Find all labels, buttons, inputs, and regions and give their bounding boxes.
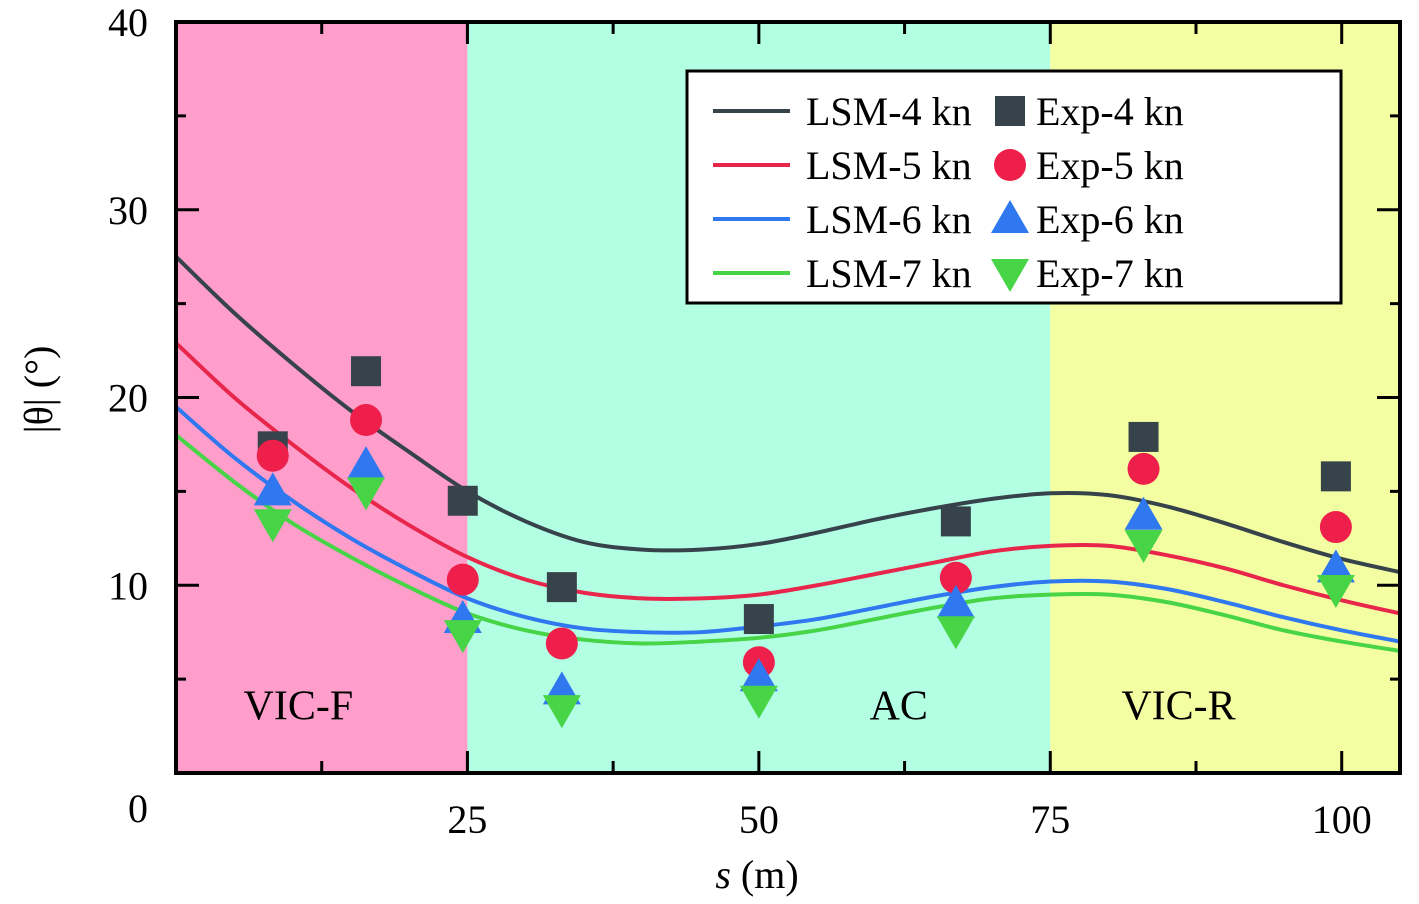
legend-marker-swatch [995, 96, 1025, 126]
x-tick-label: 75 [1030, 797, 1070, 842]
point-exp-4-kn [1128, 421, 1159, 452]
legend-marker-swatch [994, 149, 1026, 181]
legend-label: LSM-6 kn [806, 197, 972, 242]
y-axis-title: |θ| (°) [16, 346, 61, 434]
x-axis-title: s (m) [715, 852, 798, 897]
axis-ticks [176, 22, 1400, 773]
point-exp-5-kn [545, 627, 578, 660]
point-exp-5-kn [1127, 452, 1160, 485]
tick-labels: 0 25 50 75 100 10 20 30 40 [108, 0, 1372, 842]
axis-titles: s (m) |θ| (°) [16, 346, 799, 897]
point-exp-7-kn [1124, 529, 1163, 563]
point-exp-4-kn [940, 506, 971, 537]
x-axis-variable: s [715, 852, 731, 897]
point-exp-6-kn [936, 585, 975, 619]
legend-item-lsm-7-kn: LSM-7 kn [713, 251, 972, 296]
legend-marker-swatch [991, 200, 1029, 233]
point-exp-4-kn [546, 572, 577, 603]
y-tick-label: 10 [108, 563, 148, 608]
point-exp-4-kn [743, 604, 774, 635]
legend-item-lsm-4-kn: LSM-4 kn [713, 89, 972, 134]
x-axis-unit: (m) [731, 852, 799, 897]
legend-label: LSM-5 kn [806, 143, 972, 188]
region-label-vic-f: VIC-F [244, 683, 354, 729]
x-tick-label: 50 [739, 797, 779, 842]
y-tick-label: 20 [108, 376, 148, 421]
region-vic-f [176, 22, 468, 773]
point-exp-6-kn [253, 472, 292, 506]
legend-label: Exp-5 kn [1036, 143, 1184, 188]
x-tick-label: 25 [447, 797, 487, 842]
y-tick-label: 40 [108, 0, 148, 45]
point-exp-7-kn [739, 685, 778, 719]
experimental-markers [253, 356, 1355, 729]
origin-tick-label: 0 [128, 786, 148, 831]
legend-item-exp-5-kn: Exp-5 kn [994, 143, 1184, 188]
point-exp-5-kn [939, 561, 972, 594]
region-label-vic-r: VIC-R [1121, 683, 1235, 729]
point-exp-6-kn [1316, 549, 1355, 583]
region-labels: VIC-F AC VIC-R [244, 683, 1236, 729]
point-exp-7-kn [347, 477, 386, 511]
legend-marker-swatch [991, 259, 1029, 292]
point-exp-7-kn [1316, 575, 1355, 609]
point-exp-4-kn [1320, 461, 1351, 492]
legend-items: LSM-4 kn LSM-5 kn LSM-6 kn LSM-7 kn Exp-4 kn… [713, 89, 1184, 296]
legend-item-lsm-6-kn: LSM-6 kn [713, 197, 972, 242]
point-exp-7-kn [443, 620, 482, 654]
point-exp-5-kn [1319, 511, 1352, 544]
legend-item-lsm-5-kn: LSM-5 kn [713, 143, 972, 188]
legend-label: Exp-4 kn [1036, 89, 1184, 134]
point-exp-7-kn [542, 695, 581, 729]
legend-label: LSM-7 kn [806, 251, 972, 296]
legend-item-exp-7-kn: Exp-7 kn [991, 251, 1184, 296]
point-exp-6-kn [347, 446, 386, 480]
point-exp-6-kn [739, 658, 778, 692]
legend-item-exp-4-kn: Exp-4 kn [995, 89, 1184, 134]
point-exp-7-kn [936, 616, 975, 650]
legend-item-exp-6-kn: Exp-6 kn [991, 197, 1184, 242]
curve-lsm-7-kn [176, 433, 1400, 653]
point-exp-7-kn [253, 509, 292, 543]
legend-label: Exp-7 kn [1036, 251, 1184, 296]
point-exp-5-kn [446, 563, 479, 596]
point-exp-6-kn [1124, 496, 1163, 530]
y-tick-label: 30 [108, 188, 148, 233]
point-exp-4-kn [351, 356, 382, 387]
region-label-ac: AC [870, 683, 928, 729]
legend-label: LSM-4 kn [806, 89, 972, 134]
point-exp-5-kn [350, 404, 383, 437]
legend: LSM-4 kn LSM-5 kn LSM-6 kn LSM-7 kn Exp-4 kn… [685, 69, 1343, 305]
x-tick-label: 100 [1312, 797, 1372, 842]
legend-label: Exp-6 kn [1036, 197, 1184, 242]
point-exp-4-kn [447, 485, 478, 516]
point-exp-5-kn [256, 439, 289, 472]
